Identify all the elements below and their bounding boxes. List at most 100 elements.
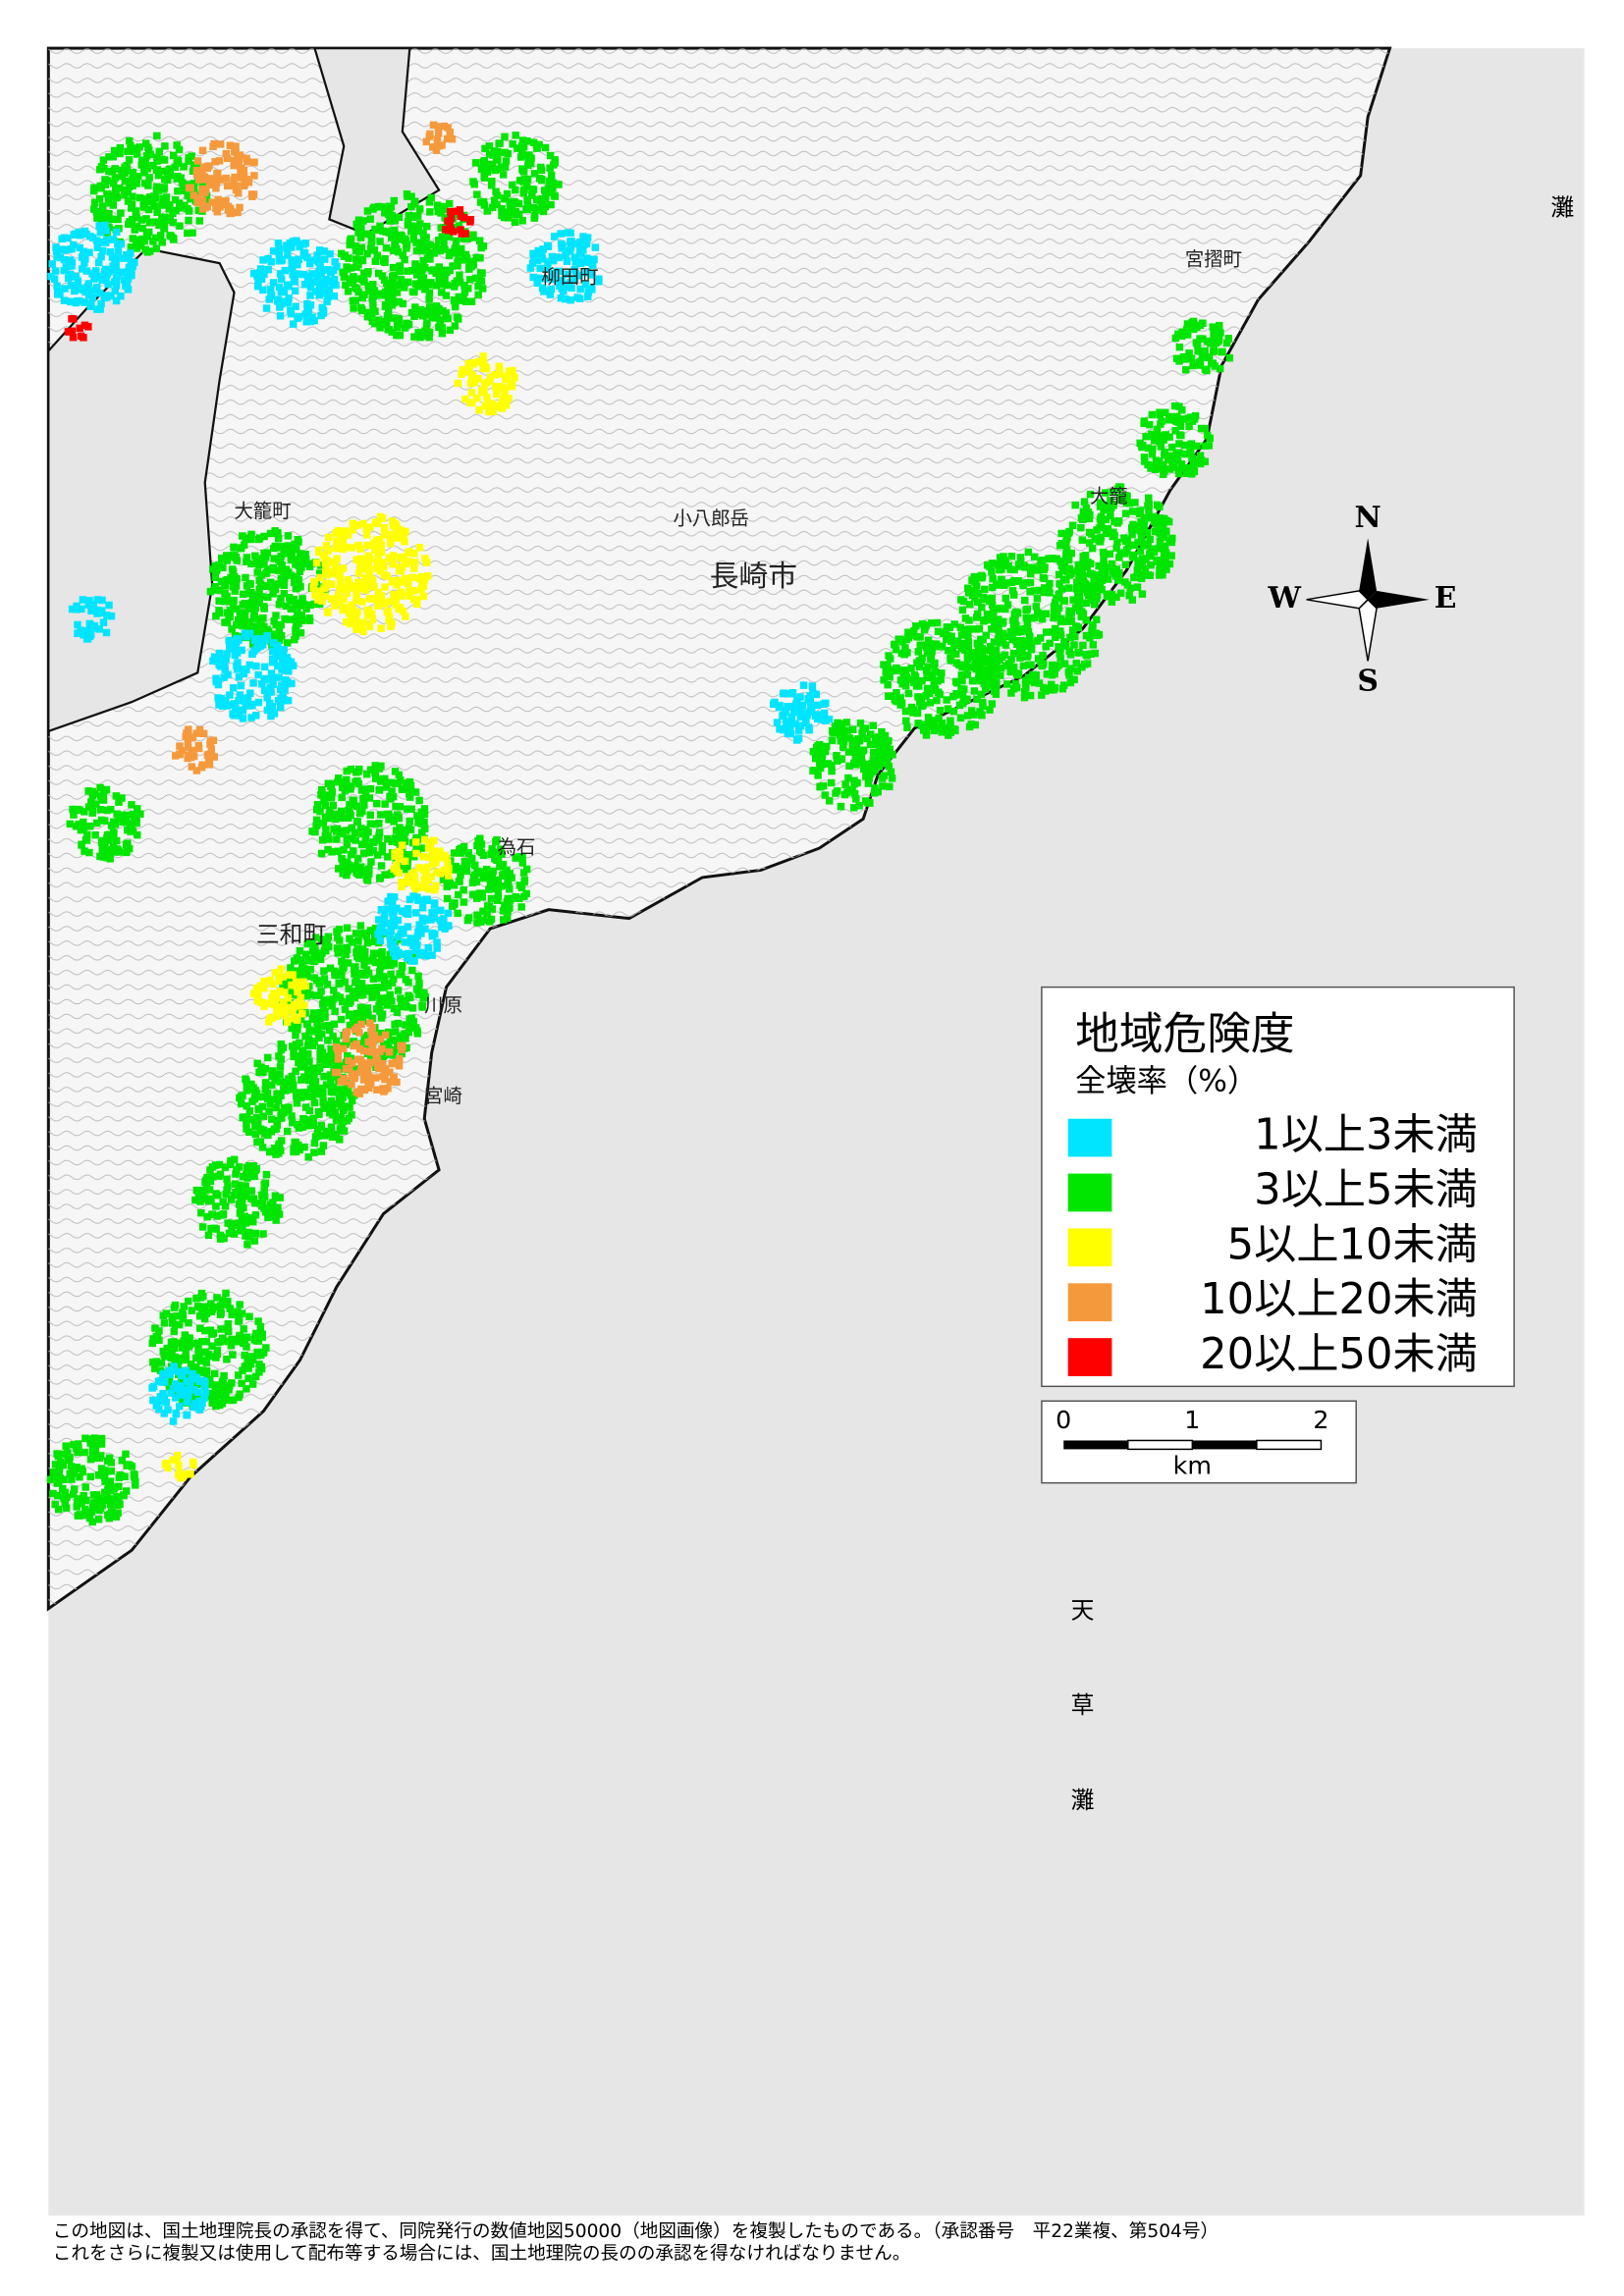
risk-cell (997, 664, 1005, 672)
risk-cell (386, 954, 395, 962)
risk-cell (1095, 561, 1103, 570)
risk-cell (122, 811, 131, 820)
risk-cell (247, 1187, 255, 1195)
risk-cell (827, 778, 836, 787)
risk-cell (1164, 517, 1173, 526)
risk-cell (1060, 638, 1068, 646)
risk-cell (243, 1077, 250, 1085)
risk-cell (1014, 669, 1023, 677)
risk-cell (438, 324, 446, 332)
risk-cell (437, 316, 445, 324)
risk-cell (141, 139, 150, 147)
risk-cell (965, 616, 973, 624)
risk-cell (1045, 555, 1053, 563)
risk-cell (542, 191, 550, 199)
risk-cell (381, 321, 389, 329)
risk-cell (799, 681, 808, 689)
risk-cell (313, 1022, 321, 1031)
risk-cell (1161, 542, 1169, 551)
risk-cell (393, 904, 401, 913)
risk-cell (125, 265, 134, 273)
risk-cell (390, 298, 398, 307)
risk-cell (78, 1499, 85, 1508)
risk-cell (1038, 610, 1046, 617)
risk-cell (466, 259, 475, 268)
risk-cell (256, 1125, 265, 1134)
risk-cell (345, 254, 352, 262)
risk-cell (277, 288, 286, 296)
risk-cell (1023, 653, 1031, 661)
risk-cell (235, 709, 244, 717)
risk-cell (216, 661, 224, 668)
risk-cell (988, 657, 996, 665)
risk-cell (310, 1148, 318, 1156)
risk-cell (1150, 517, 1159, 525)
risk-cell (1009, 650, 1018, 658)
risk-cell (295, 312, 302, 321)
risk-cell (140, 237, 148, 245)
risk-cell (858, 729, 866, 737)
risk-cell (352, 255, 360, 263)
risk-cell (224, 1298, 232, 1306)
risk-cell (295, 619, 302, 628)
risk-cell (424, 943, 432, 952)
risk-cell (268, 703, 277, 711)
risk-cell (414, 990, 423, 998)
risk-cell (292, 632, 299, 640)
risk-cell (144, 228, 153, 237)
risk-cell (276, 270, 285, 278)
risk-cell (412, 986, 421, 993)
risk-cell (378, 290, 386, 298)
risk-cell (1187, 354, 1196, 363)
risk-cell (277, 703, 285, 712)
risk-cell (508, 874, 515, 881)
risk-cell (276, 1194, 284, 1201)
risk-cell (99, 796, 108, 804)
risk-cell (160, 1319, 169, 1327)
risk-cell (428, 951, 436, 959)
risk-cell (500, 916, 508, 924)
risk-cell (333, 928, 341, 935)
risk-cell (145, 247, 154, 255)
risk-cell (369, 975, 378, 984)
risk-cell (457, 866, 464, 874)
risk-cell (172, 1380, 180, 1388)
risk-cell (828, 736, 837, 745)
risk-cell (1159, 460, 1167, 469)
risk-cell (1069, 596, 1077, 604)
risk-cell (304, 1153, 312, 1161)
risk-cell (180, 187, 189, 194)
risk-cell (106, 247, 115, 256)
risk-cell (490, 196, 499, 204)
risk-cell (382, 205, 391, 213)
risk-cell (273, 1090, 281, 1097)
risk-cell (1060, 597, 1068, 605)
risk-cell (349, 834, 356, 843)
risk-cell (399, 299, 407, 308)
risk-cell (298, 968, 306, 977)
risk-cell (328, 1101, 337, 1109)
risk-cell (415, 980, 423, 988)
risk-cell (207, 1392, 215, 1400)
risk-cell (490, 883, 498, 892)
risk-cell (111, 287, 119, 295)
risk-cell (996, 656, 1003, 665)
risk-cell (795, 721, 804, 730)
risk-cell (1027, 644, 1036, 652)
risk-cell (274, 566, 283, 574)
risk-cell (240, 541, 248, 549)
risk-cell (158, 1396, 167, 1405)
risk-cell (1156, 537, 1164, 546)
land-texture (48, 48, 1390, 1609)
risk-cell (1014, 636, 1022, 645)
risk-cell (226, 1305, 234, 1312)
risk-cell (886, 672, 893, 681)
risk-cell (81, 1483, 89, 1491)
risk-cell (157, 232, 165, 240)
risk-cell (351, 970, 358, 978)
risk-cell (1155, 544, 1164, 553)
risk-cell (1096, 515, 1105, 523)
risk-cell (53, 1479, 61, 1487)
risk-cell (371, 762, 380, 770)
risk-cell (247, 599, 256, 607)
